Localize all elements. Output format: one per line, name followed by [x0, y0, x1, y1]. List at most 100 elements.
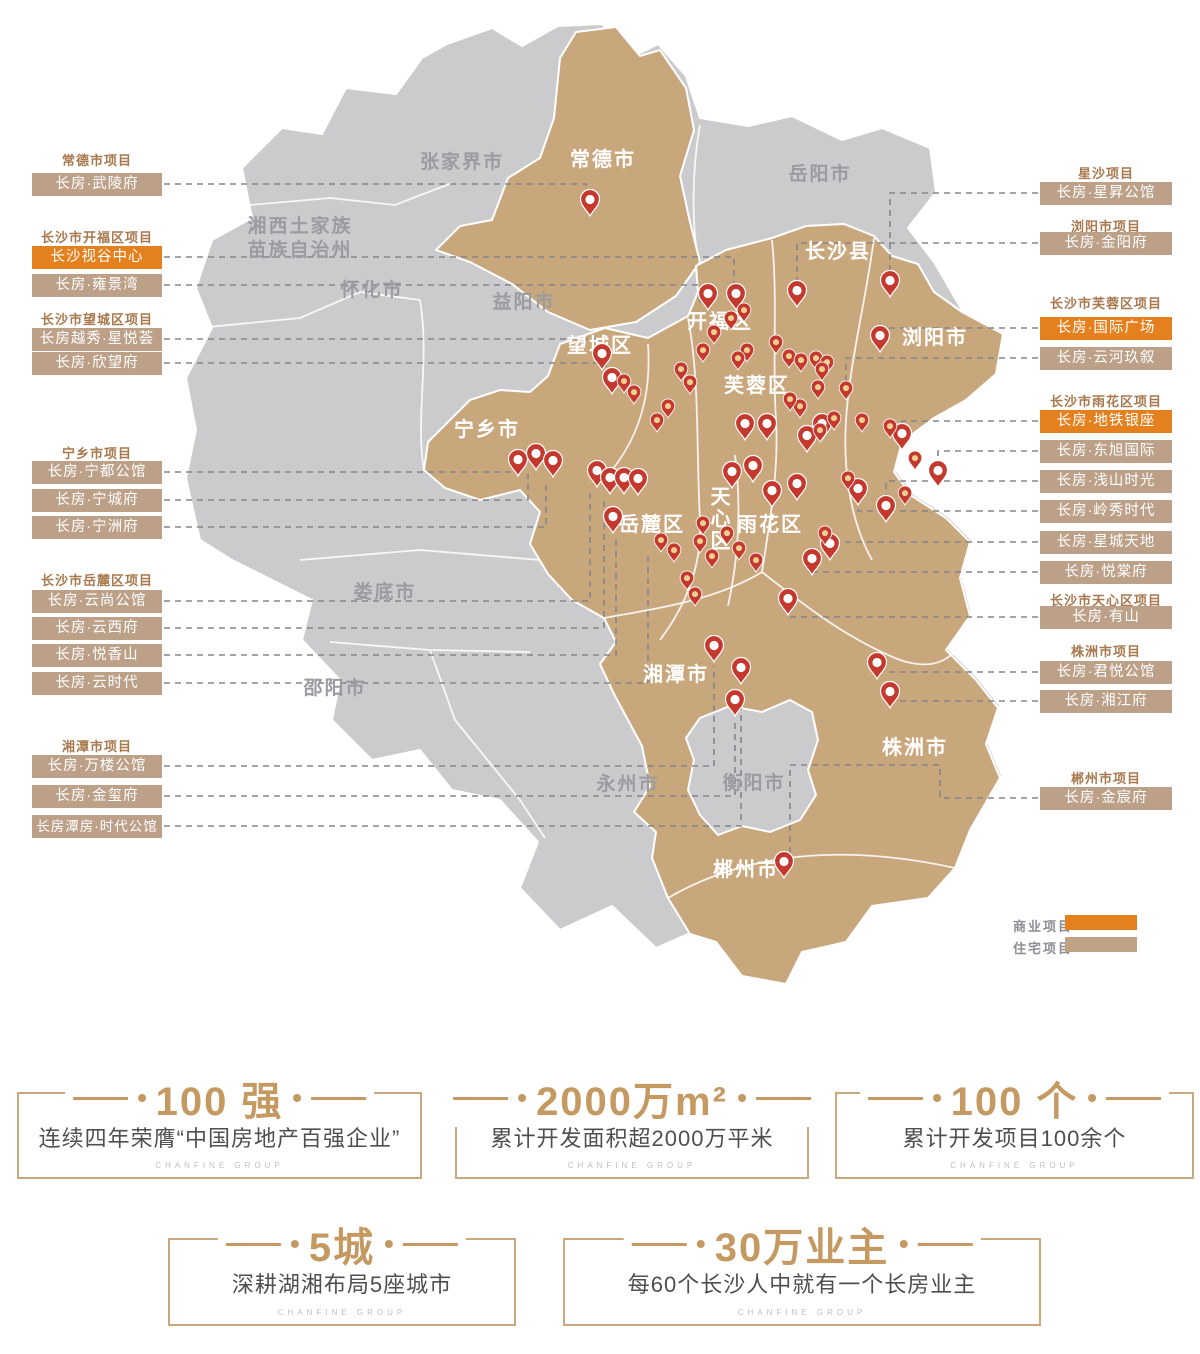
region-label-chenzhou: 郴州市	[713, 857, 779, 881]
map-pin-small	[736, 302, 752, 323]
deco-line	[453, 1096, 509, 1100]
map-border-gray	[197, 291, 421, 329]
map-pin-large	[879, 680, 901, 710]
project-label: 长房·云尚公馆	[32, 590, 162, 613]
map-pin-small	[666, 542, 682, 563]
stat-value: 2000万m²	[536, 1080, 728, 1124]
stat-card-cities: 5城 深耕湖湘布局5座城市 CHANFINE GROUP	[168, 1215, 516, 1326]
map-pin-small	[812, 422, 828, 443]
deco-dot	[518, 1094, 527, 1102]
deco-line	[403, 1242, 459, 1246]
stat-brand: CHANFINE GROUP	[737, 1308, 867, 1317]
map-pin-large	[761, 479, 783, 509]
map-region-changde	[434, 25, 702, 332]
map-pin-large	[627, 467, 649, 497]
map-pin-large	[579, 188, 601, 218]
map-border-district	[603, 571, 763, 619]
map-pin-small	[810, 379, 826, 400]
project-label: 长房·星城天地	[1040, 531, 1172, 554]
map-pin-large	[773, 850, 795, 880]
map-pin-small	[817, 525, 833, 546]
project-label: 长房·浅山时光	[1040, 470, 1172, 493]
map-pin-large	[697, 282, 719, 312]
region-label-xiangxi-2: 苗族自治州	[247, 238, 352, 261]
project-label: 长房·云河玖叙	[1040, 347, 1172, 370]
stat-description: 每60个长沙人中就有一个长房业主	[627, 1272, 977, 1297]
group-header-kaifu: 长沙市开福区项目	[40, 230, 153, 245]
deco-line	[867, 1096, 923, 1100]
stat-value-row: 100 强	[64, 1069, 375, 1127]
map-region-hengyang	[684, 698, 820, 837]
map-pin-large	[866, 651, 888, 681]
map-pin-small	[695, 515, 711, 536]
map-border-district	[761, 571, 971, 666]
deco-line	[917, 1242, 973, 1246]
map-pin-small	[793, 352, 809, 373]
map-pin-small	[673, 361, 689, 382]
map-pin-large	[725, 282, 747, 312]
project-label: 长房·悦棠府	[1040, 561, 1172, 584]
stat-brand: CHANFINE GROUP	[567, 1161, 697, 1170]
group-header-yuhua: 长沙市雨花区项目	[1049, 394, 1162, 409]
project-label: 长房·金阳府	[1040, 232, 1172, 255]
project-label: 长房·君悦公馆	[1040, 661, 1172, 684]
map-pin-large	[602, 505, 624, 535]
map-pin-large	[721, 460, 743, 490]
map-pin-large	[786, 279, 808, 309]
map-pin-small	[814, 361, 830, 382]
region-label-changshaxian: 长沙县	[805, 240, 871, 263]
map-border-district	[659, 317, 702, 641]
map-pin-small	[682, 374, 698, 395]
group-header-furong: 长沙市芙蓉区项目	[1049, 296, 1162, 311]
project-label: 长房·宁洲府	[32, 516, 162, 539]
group-header-xiangtan: 湘潭市项目	[61, 739, 132, 754]
region-label-zhangjiajie: 张家界市	[420, 150, 504, 173]
stat-description: 连续四年荣膺“中国房地产百强企业”	[38, 1126, 401, 1151]
deco-dot	[290, 1240, 299, 1248]
project-label: 长房·有山	[1040, 606, 1172, 629]
project-label: 长房·金宸府	[1040, 787, 1172, 810]
map-border-district	[844, 237, 875, 561]
map-pin-small	[768, 334, 784, 355]
map-pin-small	[679, 570, 695, 591]
map-border-gray	[419, 299, 425, 471]
map-pin-large	[786, 472, 808, 502]
deco-dot	[137, 1094, 146, 1102]
map-pin-small	[653, 532, 669, 553]
map-pin-small	[739, 342, 755, 363]
region-label-huaihua: 怀化市	[340, 278, 403, 301]
project-label: 长房·东旭国际	[1040, 440, 1172, 463]
map-pin-small	[826, 410, 842, 431]
map-pin-small	[649, 412, 665, 433]
group-header-liuyang: 浏阳市项目	[1070, 219, 1141, 234]
map-pin-small	[907, 450, 923, 471]
project-label-commercial: 长沙视谷中心	[32, 246, 162, 269]
legend-residential-label: 住宅项目	[1013, 941, 1074, 956]
group-header-wangcheng: 长沙市望城区项目	[40, 312, 153, 327]
map-pin-large	[847, 477, 869, 507]
map-pin-small	[687, 586, 703, 607]
deco-dot	[932, 1094, 941, 1102]
map-pins	[507, 188, 949, 880]
stat-description: 累计开发项目100余个	[902, 1126, 1127, 1151]
map-pin-small	[723, 310, 739, 331]
stat-brand: CHANFINE GROUP	[950, 1161, 1079, 1170]
deco-line	[631, 1242, 687, 1246]
map-pin-small	[731, 540, 747, 561]
stat-card-area: 2000万m² 累计开发面积超2000万平米 CHANFINE GROUP	[445, 1069, 819, 1179]
deco-line	[225, 1242, 281, 1246]
region-label-shaoyang: 邵阳市	[302, 676, 366, 699]
group-header-yuelu: 长沙市岳麓区项目	[40, 573, 153, 588]
project-label: 长房·岭秀时代	[1040, 500, 1172, 523]
map-border-gray	[429, 649, 546, 839]
map-pin-small	[706, 324, 722, 345]
deco-line	[755, 1096, 811, 1100]
map-pin-large	[703, 634, 725, 664]
stat-value: 100 强	[155, 1080, 284, 1124]
region-label-xiangtan: 湘潭市	[643, 662, 709, 686]
deco-line	[311, 1096, 367, 1100]
stat-brand: CHANFINE GROUP	[155, 1161, 284, 1170]
region-label-liuyang: 浏阳市	[902, 325, 968, 349]
stat-card-projects: 100 个 累计开发项目100余个 CHANFINE GROUP	[835, 1069, 1194, 1179]
project-label: 长房·金玺府	[32, 785, 162, 808]
